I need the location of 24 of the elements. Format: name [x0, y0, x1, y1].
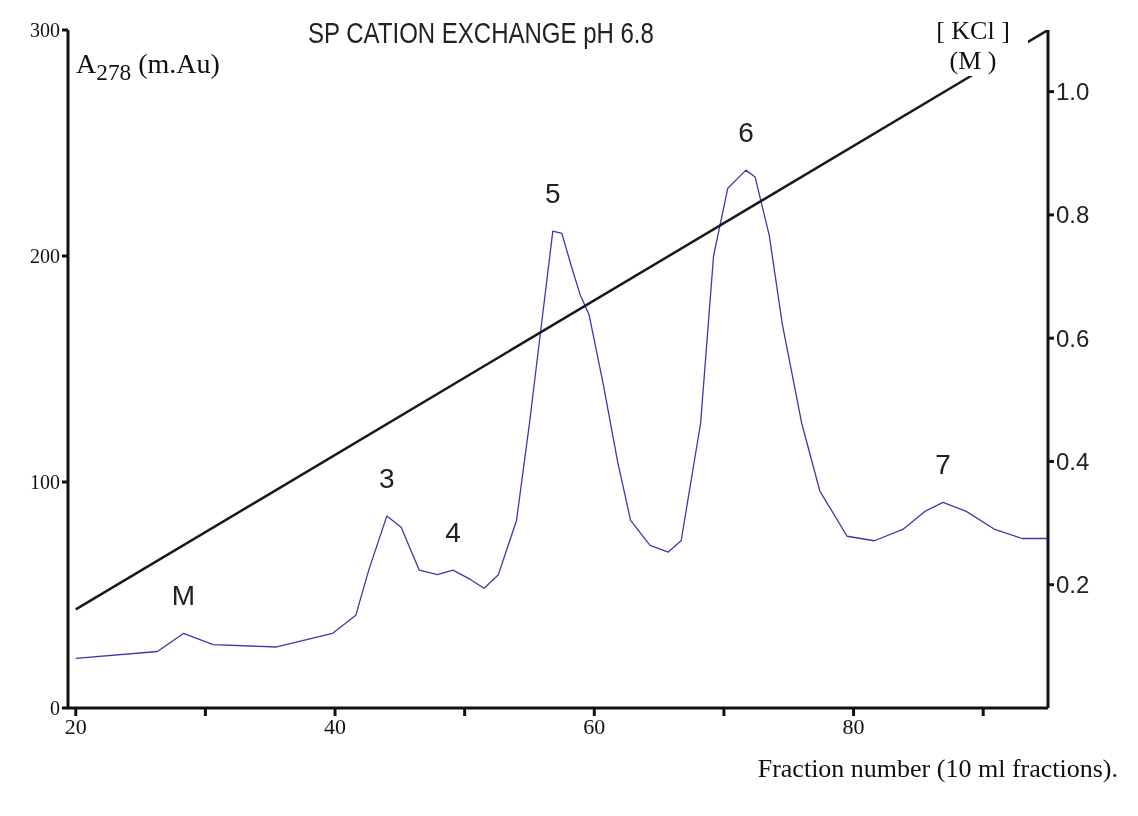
chart-title: SP CATION EXCHANGE pH 6.8	[308, 16, 654, 50]
annotation: 4	[445, 517, 461, 549]
annotation: 3	[379, 462, 395, 494]
y2-tick-label: 0.4	[1056, 447, 1090, 475]
y2-axis-title: [ KCl ] (M )	[918, 16, 1028, 76]
y-tick-label: 200	[30, 245, 60, 268]
annotation: 7	[935, 449, 951, 481]
x-axis-title: Fraction number (10 ml fractions).	[757, 754, 1118, 784]
y-tick-label: 0	[50, 697, 60, 720]
y2-tick-label: 0.2	[1056, 571, 1090, 599]
y2-tick-label: 0.8	[1056, 201, 1090, 229]
annotation: 6	[738, 117, 754, 149]
annotation: 5	[545, 178, 561, 210]
x-tick-label: 60	[583, 713, 606, 739]
x-tick-label: 40	[324, 713, 347, 739]
y-tick-label: 100	[30, 471, 60, 494]
x-tick-label: 20	[64, 713, 87, 739]
x-tick-label: 80	[842, 713, 865, 739]
y-tick-label: 300	[30, 19, 60, 42]
y-axis-title: A$_{278}$ (m.Au)	[76, 48, 220, 86]
y2-tick-label: 0.6	[1056, 324, 1090, 352]
line-series	[75, 169, 1048, 659]
annotation: M	[171, 580, 196, 612]
y2-tick-label: 1.0	[1056, 78, 1090, 106]
